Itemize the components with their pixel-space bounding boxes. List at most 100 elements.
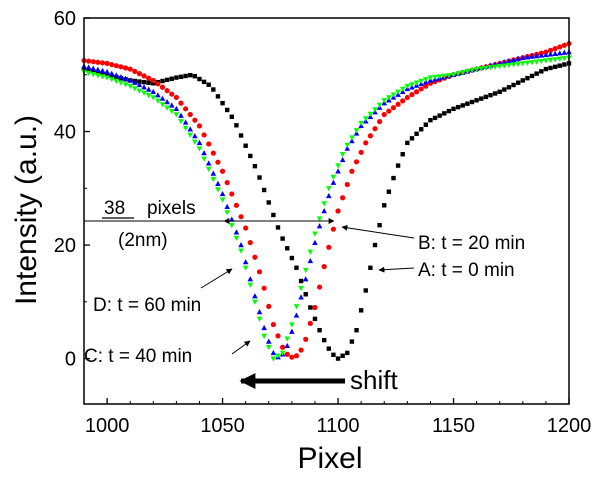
pixels-unit-label: pixels [147, 198, 196, 219]
data-points-layer [81, 40, 572, 362]
data-point [206, 82, 211, 87]
data-point [160, 78, 165, 84]
data-point [229, 216, 235, 222]
data-point [211, 87, 216, 92]
data-point [257, 175, 262, 180]
data-point [556, 56, 563, 62]
data-point [340, 353, 345, 358]
data-point [510, 62, 517, 68]
data-point [459, 70, 466, 76]
data-point [344, 145, 351, 151]
data-point [321, 264, 327, 270]
data-point [118, 64, 124, 70]
data-point [150, 95, 157, 101]
data-point [363, 140, 369, 146]
data-point [238, 242, 244, 248]
data-point [298, 286, 304, 292]
data-point [552, 50, 558, 56]
data-point [169, 91, 175, 97]
data-point [501, 59, 508, 65]
data-point [538, 58, 545, 65]
data-point [312, 304, 318, 311]
data-point [256, 309, 263, 315]
data-point [132, 86, 138, 92]
data-point [363, 288, 368, 293]
data-point [515, 61, 521, 67]
data-point [312, 316, 318, 322]
x-tick-label: 1050 [200, 415, 245, 437]
data-point [118, 74, 124, 80]
data-point [377, 222, 382, 228]
data-point [386, 189, 392, 194]
data-point [511, 82, 516, 88]
pixels-value-label: 38 [104, 198, 125, 219]
data-point [455, 104, 461, 110]
data-point [261, 333, 267, 339]
data-point [196, 146, 203, 152]
data-point [349, 168, 355, 174]
data-point [529, 73, 535, 79]
data-point [91, 69, 96, 74]
data-point [391, 175, 396, 181]
data-point [400, 152, 405, 157]
data-point [265, 338, 272, 344]
data-point [368, 265, 373, 270]
data-point [280, 236, 285, 241]
data-point [381, 98, 388, 104]
data-point [335, 163, 341, 169]
data-point [561, 56, 568, 62]
data-point [473, 66, 480, 73]
data-point [557, 63, 562, 68]
series-a [81, 61, 572, 361]
data-point [316, 223, 323, 229]
data-point [289, 328, 295, 334]
data-point [298, 347, 304, 353]
data-point [215, 94, 221, 99]
data-point [248, 153, 253, 159]
data-point [308, 305, 313, 310]
data-point [294, 265, 299, 270]
data-point [404, 83, 411, 90]
data-point [437, 113, 442, 118]
data-point [515, 80, 521, 85]
data-point [381, 111, 387, 118]
data-point [234, 123, 239, 128]
data-point [307, 257, 314, 264]
data-point [524, 54, 531, 60]
arrow-d [200, 268, 233, 289]
data-point [178, 119, 184, 125]
series-c [81, 49, 572, 360]
data-point [86, 68, 91, 73]
data-point [206, 141, 212, 147]
data-point [233, 229, 240, 235]
data-point [187, 132, 194, 138]
data-point [108, 77, 115, 83]
data-point [358, 308, 364, 313]
data-point [109, 73, 114, 79]
data-point [529, 60, 535, 66]
y-tick-label: 40 [54, 122, 76, 144]
data-point [155, 98, 161, 104]
data-point [423, 83, 429, 89]
data-point [372, 242, 378, 248]
data-point [455, 71, 461, 77]
data-point [400, 98, 406, 104]
data-point [330, 179, 337, 185]
data-point [367, 133, 373, 139]
y-tick-label: 20 [54, 235, 76, 257]
data-point [543, 51, 549, 58]
data-point [284, 336, 291, 342]
data-point [215, 159, 221, 165]
data-point [270, 321, 276, 328]
label-c: C: t = 40 min [84, 346, 192, 367]
data-point [349, 135, 355, 141]
data-point [284, 342, 291, 349]
x-tick-label: 1100 [317, 415, 360, 437]
data-point [280, 344, 286, 350]
data-point [293, 312, 300, 318]
x-axis-title: Pixel [297, 442, 362, 475]
data-point [238, 133, 244, 138]
data-point [150, 77, 156, 84]
shift-label: shift [350, 365, 398, 395]
data-point [146, 75, 152, 81]
